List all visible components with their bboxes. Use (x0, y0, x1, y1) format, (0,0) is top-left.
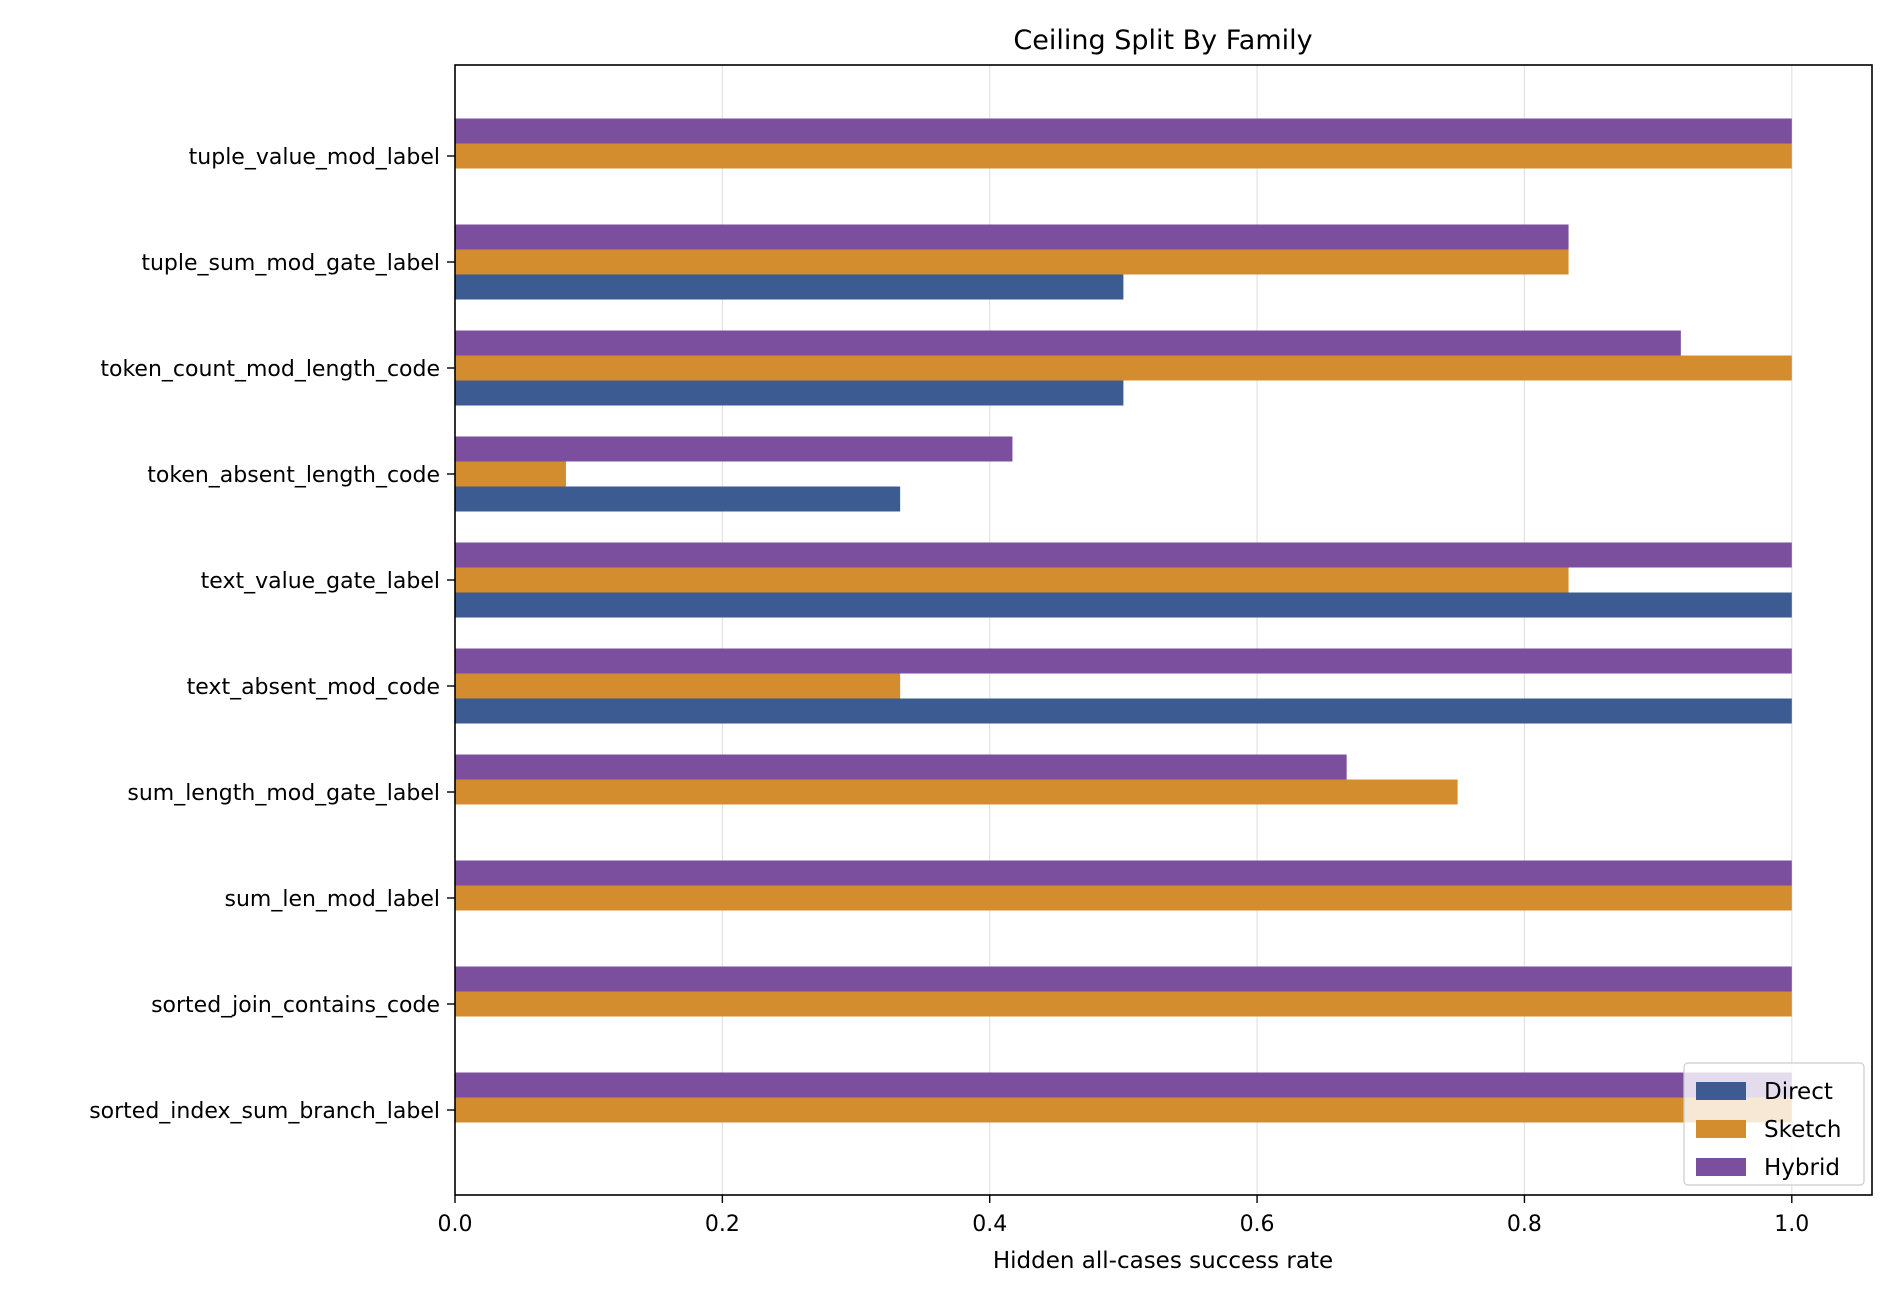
bar-hybrid-9 (455, 1072, 1792, 1098)
bar-hybrid-8 (455, 966, 1792, 992)
bar-direct-1 (455, 274, 1124, 300)
y-tick-label-1: tuple_sum_mod_gate_label (141, 251, 440, 276)
bar-sketch-4 (455, 567, 1569, 593)
bar-hybrid-1 (455, 224, 1569, 250)
legend-label-direct: Direct (1764, 1079, 1833, 1105)
bar-sketch-9 (455, 1097, 1792, 1123)
bar-direct-2 (455, 380, 1124, 406)
bar-hybrid-4 (455, 542, 1792, 568)
bar-direct-4 (455, 592, 1792, 618)
bar-sketch-5 (455, 673, 901, 699)
y-tick-label-5: text_absent_mod_code (187, 675, 440, 700)
legend: Direct Sketch Hybrid (1683, 1062, 1865, 1186)
bar-hybrid-0 (455, 118, 1792, 144)
legend-swatch-direct (1696, 1082, 1746, 1100)
bar-sketch-7 (455, 885, 1792, 911)
x-tick-label-0: 0.0 (438, 1212, 473, 1237)
x-tick-label-4: 0.8 (1507, 1212, 1542, 1237)
x-tick-label-5: 1.0 (1774, 1212, 1809, 1237)
plot-frame (454, 64, 1873, 1196)
bar-hybrid-5 (455, 648, 1792, 674)
bar-sketch-6 (455, 779, 1458, 805)
bars-layer (455, 118, 1792, 1123)
y-tick-label-0: tuple_value_mod_label (189, 145, 440, 170)
x-tick-label-1: 0.2 (705, 1212, 740, 1237)
y-tick-label-3: token_absent_length_code (147, 463, 440, 488)
bar-hybrid-6 (455, 754, 1347, 780)
bar-sketch-1 (455, 249, 1569, 275)
y-axis: tuple_value_mod_label tuple_sum_mod_gate_… (89, 145, 455, 1124)
x-tick-label-3: 0.6 (1240, 1212, 1275, 1237)
chart-title: Ceiling Split By Family (1013, 25, 1312, 56)
legend-label-hybrid: Hybrid (1764, 1155, 1840, 1181)
bar-hybrid-2 (455, 330, 1681, 356)
y-tick-label-7: sum_len_mod_label (225, 887, 441, 912)
bar-sketch-3 (455, 461, 566, 487)
legend-swatch-sketch (1696, 1120, 1746, 1138)
y-tick-label-8: sorted_join_contains_code (151, 993, 440, 1018)
bar-direct-3 (455, 486, 901, 512)
bar-direct-5 (455, 698, 1792, 724)
y-tick-label-6: sum_length_mod_gate_label (127, 781, 440, 806)
bar-sketch-2 (455, 355, 1792, 381)
y-tick-label-2: token_count_mod_length_code (100, 357, 440, 382)
x-tick-label-2: 0.4 (972, 1212, 1007, 1237)
bar-sketch-0 (455, 143, 1792, 169)
bar-hybrid-7 (455, 860, 1792, 886)
x-axis-label: Hidden all-cases success rate (993, 1248, 1333, 1274)
y-tick-label-4: text_value_gate_label (201, 569, 440, 594)
legend-swatch-hybrid (1696, 1158, 1746, 1176)
bar-hybrid-3 (455, 436, 1013, 462)
y-tick-label-9: sorted_index_sum_branch_label (89, 1099, 440, 1124)
x-axis: 0.0 0.2 0.4 0.6 0.8 1.0 (438, 1195, 1809, 1237)
legend-label-sketch: Sketch (1764, 1117, 1842, 1143)
bar-sketch-8 (455, 991, 1792, 1017)
